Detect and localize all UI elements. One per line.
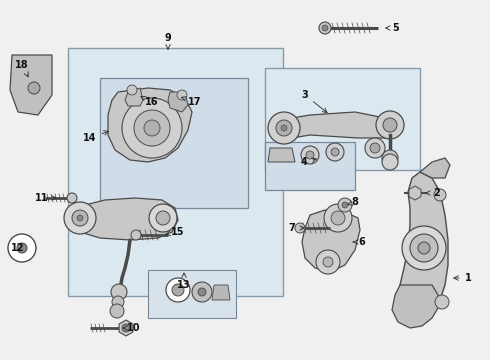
Polygon shape bbox=[272, 112, 395, 140]
Text: 17: 17 bbox=[182, 96, 202, 107]
Circle shape bbox=[122, 324, 130, 332]
Circle shape bbox=[28, 82, 40, 94]
Circle shape bbox=[166, 278, 190, 302]
Circle shape bbox=[149, 204, 177, 232]
Text: 8: 8 bbox=[348, 197, 359, 207]
Circle shape bbox=[17, 243, 27, 253]
Circle shape bbox=[156, 211, 170, 225]
Circle shape bbox=[331, 211, 345, 225]
Circle shape bbox=[342, 202, 348, 208]
Circle shape bbox=[365, 138, 385, 158]
Bar bbox=[100, 78, 248, 208]
Polygon shape bbox=[409, 186, 421, 200]
Circle shape bbox=[435, 295, 449, 309]
Polygon shape bbox=[302, 210, 360, 272]
Circle shape bbox=[64, 202, 96, 234]
Circle shape bbox=[281, 125, 287, 131]
Polygon shape bbox=[108, 88, 192, 162]
Polygon shape bbox=[420, 158, 450, 178]
Circle shape bbox=[402, 226, 446, 270]
Circle shape bbox=[8, 234, 36, 262]
Circle shape bbox=[198, 288, 206, 296]
Text: 1: 1 bbox=[454, 273, 471, 283]
Circle shape bbox=[383, 118, 397, 132]
Circle shape bbox=[338, 198, 352, 212]
Polygon shape bbox=[10, 55, 52, 115]
Circle shape bbox=[134, 110, 170, 146]
Circle shape bbox=[316, 250, 340, 274]
Text: 16: 16 bbox=[141, 96, 159, 107]
Circle shape bbox=[324, 204, 352, 232]
Circle shape bbox=[326, 143, 344, 161]
Text: 13: 13 bbox=[177, 273, 191, 290]
Polygon shape bbox=[268, 148, 295, 162]
Circle shape bbox=[434, 189, 446, 201]
Circle shape bbox=[72, 210, 88, 226]
Circle shape bbox=[112, 296, 124, 308]
Circle shape bbox=[67, 193, 77, 203]
Circle shape bbox=[295, 223, 305, 233]
Text: 9: 9 bbox=[165, 33, 172, 49]
Text: 14: 14 bbox=[83, 131, 108, 143]
Text: 7: 7 bbox=[289, 223, 304, 233]
Bar bbox=[265, 142, 355, 190]
Bar bbox=[265, 68, 420, 170]
Circle shape bbox=[323, 257, 333, 267]
Circle shape bbox=[306, 151, 314, 159]
Circle shape bbox=[382, 150, 398, 166]
Text: 12: 12 bbox=[11, 243, 25, 253]
Circle shape bbox=[319, 22, 331, 34]
Circle shape bbox=[177, 90, 187, 100]
Circle shape bbox=[268, 112, 300, 144]
Circle shape bbox=[110, 304, 124, 318]
Circle shape bbox=[370, 143, 380, 153]
Text: 2: 2 bbox=[426, 188, 441, 198]
Circle shape bbox=[127, 85, 137, 95]
Text: 4: 4 bbox=[301, 157, 317, 167]
Circle shape bbox=[122, 98, 182, 158]
Polygon shape bbox=[212, 285, 230, 300]
Text: 10: 10 bbox=[123, 323, 141, 333]
Bar bbox=[68, 48, 283, 296]
Circle shape bbox=[301, 146, 319, 164]
Circle shape bbox=[376, 111, 404, 139]
Circle shape bbox=[331, 148, 339, 156]
Circle shape bbox=[410, 234, 438, 262]
Text: 18: 18 bbox=[15, 60, 29, 77]
Circle shape bbox=[192, 282, 212, 302]
Circle shape bbox=[111, 284, 127, 300]
Circle shape bbox=[144, 120, 160, 136]
Text: 3: 3 bbox=[302, 90, 327, 113]
Bar bbox=[148, 270, 236, 318]
Polygon shape bbox=[168, 92, 188, 112]
Circle shape bbox=[172, 284, 184, 296]
Text: 11: 11 bbox=[35, 193, 56, 203]
Circle shape bbox=[77, 215, 83, 221]
Polygon shape bbox=[70, 198, 178, 240]
Polygon shape bbox=[400, 172, 448, 315]
Circle shape bbox=[322, 25, 328, 31]
Text: 6: 6 bbox=[353, 237, 366, 247]
Polygon shape bbox=[392, 285, 438, 328]
Polygon shape bbox=[125, 88, 143, 106]
Polygon shape bbox=[119, 320, 133, 336]
Circle shape bbox=[131, 230, 141, 240]
Circle shape bbox=[276, 120, 292, 136]
Circle shape bbox=[418, 242, 430, 254]
Text: 15: 15 bbox=[166, 227, 185, 237]
Circle shape bbox=[382, 154, 398, 170]
Text: 5: 5 bbox=[386, 23, 399, 33]
